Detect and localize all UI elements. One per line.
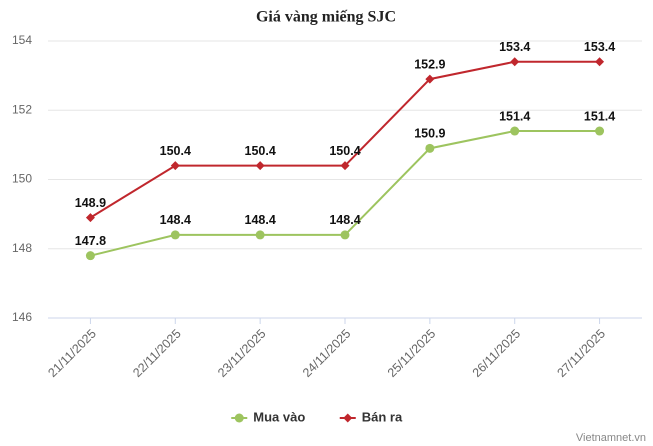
data-label: 151.4: [499, 109, 530, 123]
data-label: 150.4: [245, 144, 276, 158]
marker: [425, 143, 435, 153]
marker: [595, 126, 605, 136]
y-tick-label: 152: [12, 102, 32, 116]
marker: [510, 57, 520, 67]
marker: [340, 161, 350, 171]
data-label: 153.4: [584, 40, 615, 54]
series-line: [89, 60, 600, 219]
marker: [343, 413, 353, 423]
x-tick-label: 22/11/2025: [130, 327, 184, 381]
data-label: 153.4: [499, 40, 530, 54]
data-label: 148.4: [160, 213, 191, 227]
data-label: 147.8: [75, 234, 106, 248]
marker: [425, 74, 435, 84]
marker: [340, 230, 350, 240]
x-tick-label: 26/11/2025: [470, 327, 524, 381]
legend-label: Mua vào: [253, 409, 305, 424]
watermark: Vietnamnet.vn: [576, 432, 646, 444]
data-label: 148.4: [329, 213, 360, 227]
marker: [234, 413, 244, 423]
data-label: 148.4: [245, 213, 276, 227]
data-label: 150.4: [329, 144, 360, 158]
x-tick-label: 21/11/2025: [45, 327, 99, 381]
marker: [255, 161, 265, 171]
x-tick-label: 23/11/2025: [215, 327, 269, 381]
y-tick-label: 146: [12, 310, 32, 324]
legend-label: Bán ra: [362, 409, 403, 424]
data-label: 152.9: [414, 57, 445, 71]
marker: [255, 230, 265, 240]
marker: [170, 161, 180, 171]
x-tick-label: 25/11/2025: [385, 327, 439, 381]
y-tick-label: 150: [12, 172, 32, 186]
y-tick-label: 148: [12, 241, 32, 255]
marker: [595, 57, 605, 67]
y-tick-label: 154: [12, 33, 32, 47]
marker: [85, 251, 95, 261]
x-tick-label: 24/11/2025: [300, 327, 354, 381]
data-label: 148.9: [75, 196, 106, 210]
chart-title: Giá vàng miếng SJC: [256, 9, 396, 26]
data-label: 150.9: [414, 127, 445, 141]
marker: [170, 230, 180, 240]
data-label: 150.4: [160, 144, 191, 158]
data-label: 151.4: [584, 109, 615, 123]
x-tick-label: 27/11/2025: [555, 327, 609, 381]
marker: [510, 126, 520, 136]
marker: [85, 213, 95, 223]
